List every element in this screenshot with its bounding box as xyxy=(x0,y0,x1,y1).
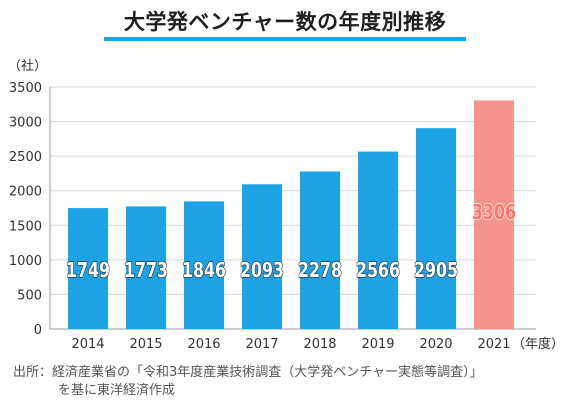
y-tick-label: 2000 xyxy=(9,185,42,200)
x-tick-label: 2016 xyxy=(187,337,220,352)
bar xyxy=(474,100,514,329)
data-label: 2566 xyxy=(356,258,400,282)
bar xyxy=(358,151,398,329)
data-label: 3306 xyxy=(472,200,516,224)
bar xyxy=(300,171,340,329)
y-tick-label: 500 xyxy=(17,288,42,303)
source-line-2: を基に東洋経済作成 xyxy=(58,383,176,398)
x-tick-label: 2020 xyxy=(419,337,452,352)
data-label: 2905 xyxy=(414,258,458,282)
bar xyxy=(126,206,166,329)
data-label: 1773 xyxy=(124,258,168,282)
bars xyxy=(68,100,514,329)
y-tick-label: 3500 xyxy=(9,81,42,96)
gridlines xyxy=(50,86,536,330)
data-label: 2278 xyxy=(298,258,342,282)
y-tick-label: 1500 xyxy=(9,219,42,234)
title-underline xyxy=(104,37,466,41)
y-tick-label: 2500 xyxy=(9,150,42,165)
bar xyxy=(68,208,108,329)
y-tick-label: 1000 xyxy=(9,254,42,269)
data-labels: 1749 1773 1846 2093 2278 2566 2905 3306 xyxy=(65,199,516,282)
x-tick-label: 2019 xyxy=(361,337,394,352)
source-note: 出所：経済産業省の「令和3年度産業技術調査（大学発ベンチャー実態等調査）」 を基… xyxy=(13,364,563,400)
x-tick-label: 2021 xyxy=(477,337,510,352)
data-label: 1846 xyxy=(182,258,226,282)
bar xyxy=(184,201,224,329)
x-tick-label: 2014 xyxy=(71,337,104,352)
chart-title: 大学発ベンチャー数の年度別推移 xyxy=(123,10,447,34)
x-tick-label: 2018 xyxy=(303,337,336,352)
data-label: 1749 xyxy=(66,258,110,282)
data-label: 2093 xyxy=(240,258,284,282)
source-line-1: 出所：経済産業省の「令和3年度産業技術調査（大学発ベンチャー実態等調査）」 xyxy=(13,365,483,380)
x-axis-ticks: 2014 2015 2016 2017 2018 2019 2020 2021 xyxy=(71,337,510,352)
y-tick-label: 0 xyxy=(34,323,42,338)
y-tick-label: 3000 xyxy=(9,116,42,131)
y-axis-unit-label: （社） xyxy=(8,58,47,74)
bar xyxy=(416,128,456,329)
x-tick-label: 2017 xyxy=(245,337,278,352)
x-tick-label: 2015 xyxy=(129,337,162,352)
bar xyxy=(242,184,282,329)
x-axis-unit-label: （年度） xyxy=(512,336,564,352)
y-axis-ticks: 0 500 1000 1500 2000 2500 3000 3500 xyxy=(9,81,42,338)
